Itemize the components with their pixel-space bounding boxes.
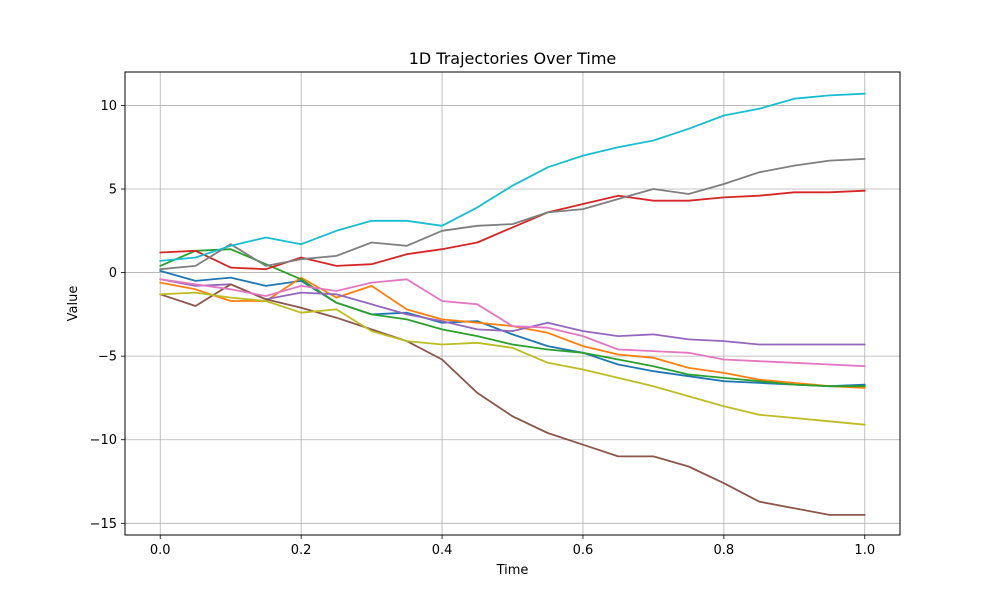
x-tick-label: 1.0 bbox=[854, 543, 875, 558]
y-tick-label: 5 bbox=[109, 183, 117, 198]
y-tick-label: −5 bbox=[98, 350, 117, 365]
plot-frame bbox=[124, 71, 901, 536]
x-tick-label: 0.0 bbox=[150, 543, 171, 558]
y-axis: −15 −10 −5 0 5 10 bbox=[90, 99, 125, 532]
x-axis: 0.0 0.2 0.4 0.6 0.8 1.0 bbox=[150, 535, 875, 558]
series-line-9 bbox=[159, 291, 866, 426]
x-tick-label: 0.8 bbox=[714, 543, 735, 558]
x-tick-label: 0.6 bbox=[573, 543, 594, 558]
series-line-6 bbox=[159, 283, 866, 516]
x-tick-label: 0.2 bbox=[291, 543, 312, 558]
x-axis-label: Time bbox=[496, 563, 529, 578]
series-group bbox=[159, 92, 866, 516]
y-tick-label: 0 bbox=[109, 266, 117, 281]
grid-lines bbox=[125, 72, 900, 535]
y-axis-label: Value bbox=[66, 286, 81, 322]
series-line-1 bbox=[159, 269, 866, 388]
chart-title: 1D Trajectories Over Time bbox=[409, 49, 617, 68]
y-tick-label: 10 bbox=[100, 99, 117, 114]
series-line-5 bbox=[159, 278, 866, 346]
x-tick-label: 0.4 bbox=[432, 543, 453, 558]
series-line-4 bbox=[159, 189, 866, 271]
series-line-10 bbox=[159, 92, 866, 262]
y-tick-label: −15 bbox=[90, 517, 117, 532]
series-line-7 bbox=[159, 278, 866, 368]
y-tick-label: −10 bbox=[90, 433, 117, 448]
series-line-3 bbox=[159, 248, 866, 388]
series-line-8 bbox=[159, 157, 866, 271]
